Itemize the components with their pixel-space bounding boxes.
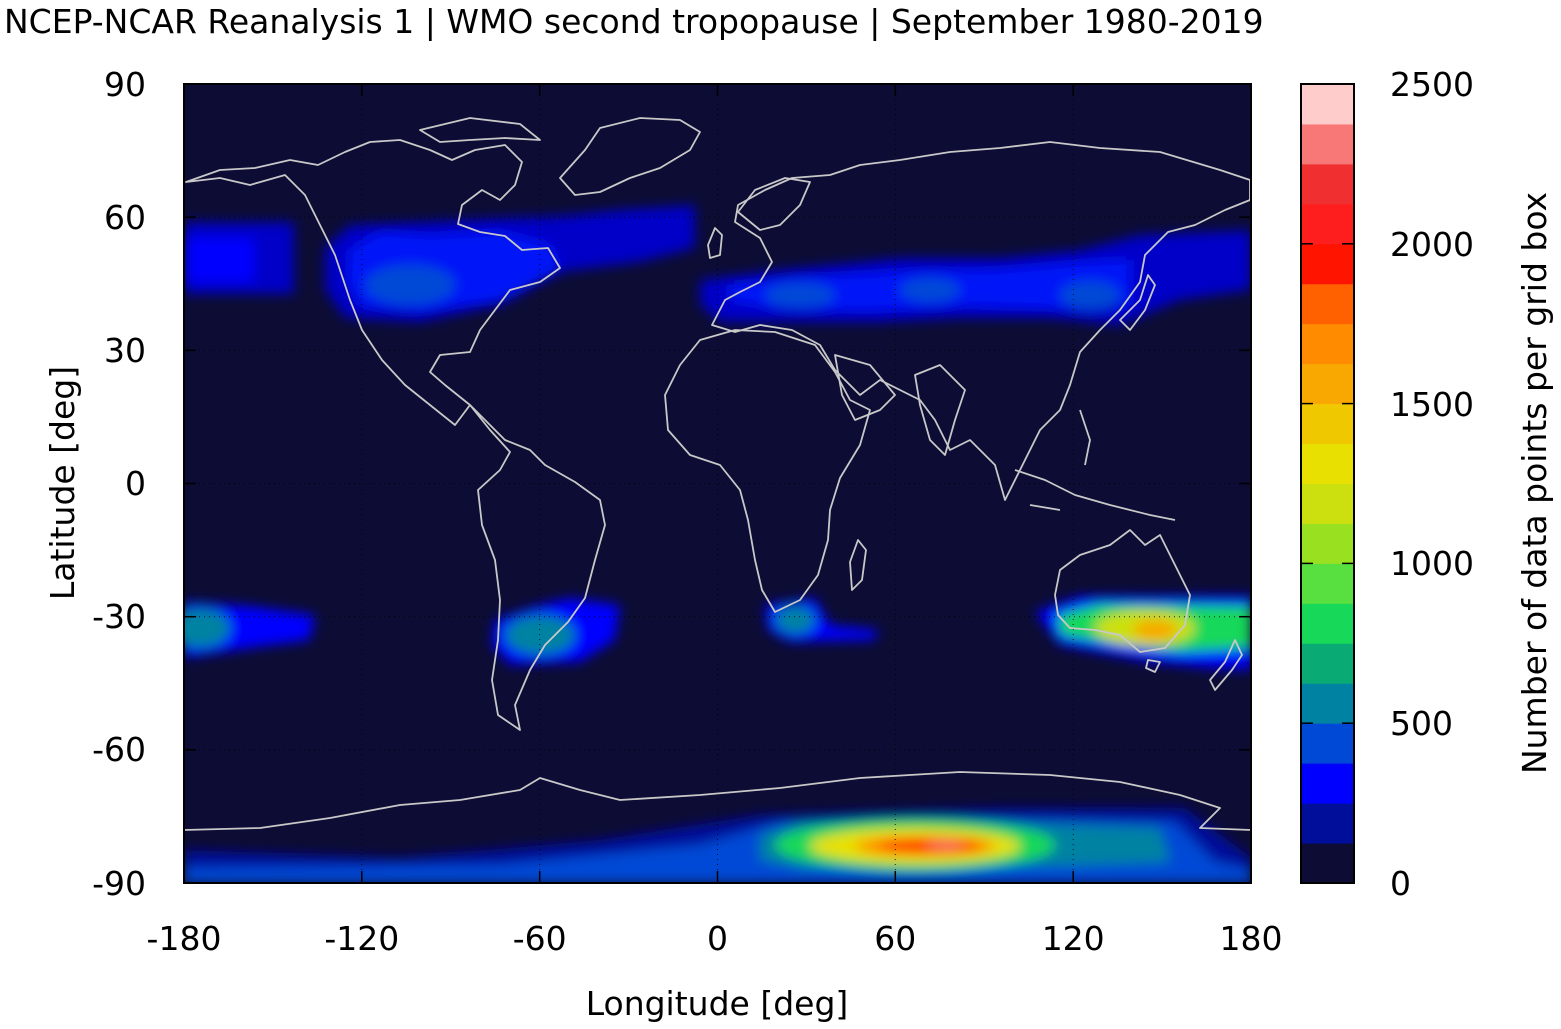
density-layer xyxy=(184,205,1251,883)
colorbar-segment xyxy=(1301,803,1354,844)
coast-madagascar xyxy=(849,539,867,591)
eurasia-peak-3 xyxy=(1060,281,1120,309)
colorbar-segment xyxy=(1301,763,1354,804)
colorbar-label: Number of data points per grid box xyxy=(1515,192,1554,774)
colorbar-segment xyxy=(1301,363,1354,405)
colorbar xyxy=(1301,84,1354,884)
x-tick-label: 60 xyxy=(874,919,916,958)
north-pacific-core xyxy=(184,238,254,282)
x-tick-label: -120 xyxy=(324,919,399,958)
colorbar-ticks xyxy=(1301,83,1354,884)
coast-india xyxy=(914,364,966,456)
coast-north-america xyxy=(185,139,561,426)
coast-japan xyxy=(1119,274,1156,331)
colorbar-tick-label: 2000 xyxy=(1390,225,1474,264)
page-title: NCEP-NCAR Reanalysis 1 | WMO second trop… xyxy=(4,2,1264,41)
y-tick-label: 0 xyxy=(125,464,146,503)
colorbar-segment xyxy=(1301,323,1354,365)
axis-ticks xyxy=(183,83,1252,884)
x-tick-label: -60 xyxy=(513,919,567,958)
coast-australia xyxy=(1054,529,1191,653)
colorbar-segment xyxy=(1301,643,1354,684)
y-tick-label: 60 xyxy=(104,198,146,237)
south-pacific-core xyxy=(184,608,230,648)
coast-arabia xyxy=(834,354,896,421)
colorbar-segment xyxy=(1301,203,1354,245)
north-america-peak xyxy=(365,265,455,305)
x-tick-label: 180 xyxy=(1220,919,1283,958)
colorbar-segment xyxy=(1301,84,1354,125)
colorbar-segment xyxy=(1301,603,1354,644)
eurasia-peak-2 xyxy=(900,278,960,302)
colorbar-segment xyxy=(1301,723,1354,764)
colorbar-segment xyxy=(1301,483,1354,524)
coast-new-zealand xyxy=(1209,639,1243,691)
colorbar-segment xyxy=(1301,523,1354,564)
colorbar-tick-label: 1000 xyxy=(1390,544,1474,583)
coast-antarctica xyxy=(184,771,1251,831)
eurasia-peak-1 xyxy=(765,283,835,307)
coast-scandinavia xyxy=(737,177,811,231)
y-tick-label: -30 xyxy=(92,597,146,636)
grid-lines xyxy=(184,84,1251,883)
y-tick-label: 30 xyxy=(104,331,146,370)
coast-arctic-islands xyxy=(419,117,541,143)
colorbar-segment xyxy=(1301,283,1354,325)
colorbar-tick-label: 2500 xyxy=(1390,65,1474,104)
antarctic-peak xyxy=(927,842,963,848)
x-tick-label: 0 xyxy=(707,919,728,958)
colorbar-tick-labels: 2500 2000 1500 1000 500 0 xyxy=(1390,65,1474,903)
colorbar-segment xyxy=(1301,683,1354,724)
colorbar-segment xyxy=(1301,843,1354,884)
x-axis-label: Longitude [deg] xyxy=(586,984,849,1023)
coast-tasmania xyxy=(1145,659,1161,673)
colorbar-tick-label: 1500 xyxy=(1390,385,1474,424)
colorbar-segment xyxy=(1301,403,1354,445)
south-africa-core xyxy=(775,606,815,634)
y-tick-label: -60 xyxy=(92,730,146,769)
coast-africa xyxy=(664,329,871,613)
colorbar-segment xyxy=(1301,163,1354,205)
colorbar-segment xyxy=(1301,243,1354,285)
coast-uk xyxy=(707,227,723,259)
coastlines xyxy=(184,117,1251,831)
y-axis-label: Latitude [deg] xyxy=(43,366,82,600)
y-tick-labels: 90 60 30 0 -30 -60 -90 xyxy=(92,65,146,903)
coast-eurasia xyxy=(711,141,1251,501)
colorbar-tick-label: 0 xyxy=(1390,864,1411,903)
colorbar-segment xyxy=(1301,443,1354,484)
x-tick-labels: -180 -120 -60 0 60 120 180 xyxy=(147,919,1283,958)
colorbar-frame xyxy=(1300,83,1355,884)
colorbar-segment xyxy=(1301,123,1354,165)
colorbar-tick-label: 500 xyxy=(1390,704,1453,743)
x-tick-label: -180 xyxy=(147,919,222,958)
coast-south-america xyxy=(469,404,606,731)
coast-greenland xyxy=(559,117,701,196)
colorbar-segment xyxy=(1301,563,1354,604)
x-tick-label: 120 xyxy=(1042,919,1105,958)
y-tick-label: 90 xyxy=(104,65,146,104)
y-tick-label: -90 xyxy=(92,864,146,903)
coast-sea-islands xyxy=(1014,409,1176,521)
australia-peak xyxy=(1133,620,1177,640)
